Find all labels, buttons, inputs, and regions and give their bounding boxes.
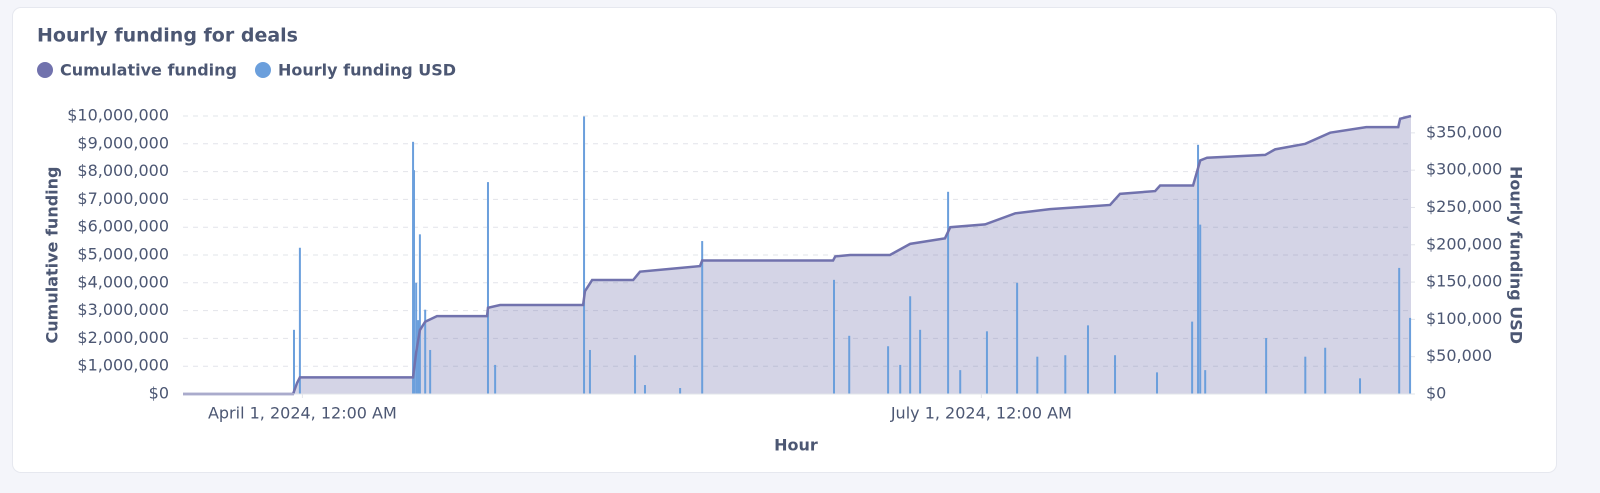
legend-label: Cumulative funding bbox=[60, 61, 237, 80]
y-tick-label: $0 bbox=[149, 384, 169, 403]
line bbox=[183, 114, 1412, 396]
x-tick-label: July 1, 2024, 12:00 AM bbox=[890, 404, 1072, 423]
bar bbox=[1204, 370, 1207, 394]
y-tick-label: $1,000,000 bbox=[77, 356, 169, 375]
bar bbox=[424, 309, 427, 394]
bar bbox=[298, 247, 301, 394]
chart-title: Hourly funding for deals bbox=[37, 25, 298, 47]
bar bbox=[292, 329, 295, 394]
bar bbox=[848, 335, 851, 394]
y2-tick-label: $350,000 bbox=[1426, 122, 1502, 141]
bar bbox=[1409, 317, 1412, 394]
bar bbox=[494, 364, 497, 394]
y2-tick-label: $250,000 bbox=[1426, 197, 1502, 216]
bar bbox=[679, 388, 682, 394]
y-tick-label: $5,000,000 bbox=[77, 245, 169, 264]
x-axis-title: Hour bbox=[774, 436, 818, 455]
y-tick-label: $9,000,000 bbox=[77, 133, 169, 152]
bar bbox=[1036, 356, 1039, 394]
bar bbox=[1197, 144, 1200, 394]
bar bbox=[919, 329, 922, 394]
legend-dot bbox=[37, 62, 53, 78]
bar bbox=[899, 364, 902, 394]
bar bbox=[887, 346, 890, 394]
bar bbox=[832, 279, 835, 394]
area-fill bbox=[183, 116, 1411, 394]
y2-tick-label: $200,000 bbox=[1426, 234, 1502, 253]
legend-label: Hourly funding USD bbox=[278, 61, 456, 80]
bar bbox=[429, 349, 432, 394]
y-tick-label: $7,000,000 bbox=[77, 189, 169, 208]
y-tick-label: $2,000,000 bbox=[77, 328, 169, 347]
bar bbox=[415, 282, 418, 394]
bar bbox=[701, 241, 704, 394]
bar bbox=[909, 296, 912, 394]
bar bbox=[486, 182, 489, 394]
y-tick-label: $3,000,000 bbox=[77, 300, 169, 319]
bar bbox=[1304, 356, 1307, 394]
bar bbox=[1156, 372, 1159, 394]
y-tick-label: $10,000,000 bbox=[67, 106, 169, 125]
bar bbox=[417, 320, 420, 394]
bar bbox=[634, 355, 637, 394]
legend-dot bbox=[254, 62, 271, 78]
bar bbox=[1114, 355, 1117, 394]
bar bbox=[412, 170, 415, 394]
bar bbox=[947, 191, 950, 394]
y-axis-title: Cumulative funding bbox=[43, 167, 62, 344]
bar bbox=[1398, 267, 1401, 394]
y2-tick-label: $50,000 bbox=[1426, 346, 1492, 365]
bar bbox=[1064, 355, 1067, 394]
bar bbox=[1265, 338, 1268, 394]
x-tick-label: April 1, 2024, 12:00 AM bbox=[208, 404, 397, 423]
y2-tick-label: $150,000 bbox=[1426, 272, 1502, 291]
y2-tick-label: $300,000 bbox=[1426, 160, 1502, 179]
bar bbox=[1086, 325, 1089, 394]
y-tick-label: $8,000,000 bbox=[77, 161, 169, 180]
y-tick-label: $6,000,000 bbox=[77, 217, 169, 236]
bar bbox=[418, 234, 421, 394]
y2-tick-label: $100,000 bbox=[1426, 309, 1502, 328]
y2-tick-label: $0 bbox=[1426, 384, 1446, 403]
y2-axis-title: Hourly funding USD bbox=[1507, 166, 1526, 344]
bar bbox=[583, 116, 586, 394]
bar bbox=[1359, 378, 1362, 394]
bar bbox=[985, 331, 988, 394]
bar bbox=[643, 385, 646, 394]
bar bbox=[1191, 321, 1194, 394]
bar bbox=[1324, 347, 1327, 394]
bar bbox=[588, 349, 591, 394]
bar bbox=[1199, 224, 1202, 394]
bar bbox=[959, 370, 962, 394]
bar bbox=[1016, 282, 1019, 394]
y-tick-label: $4,000,000 bbox=[77, 272, 169, 291]
